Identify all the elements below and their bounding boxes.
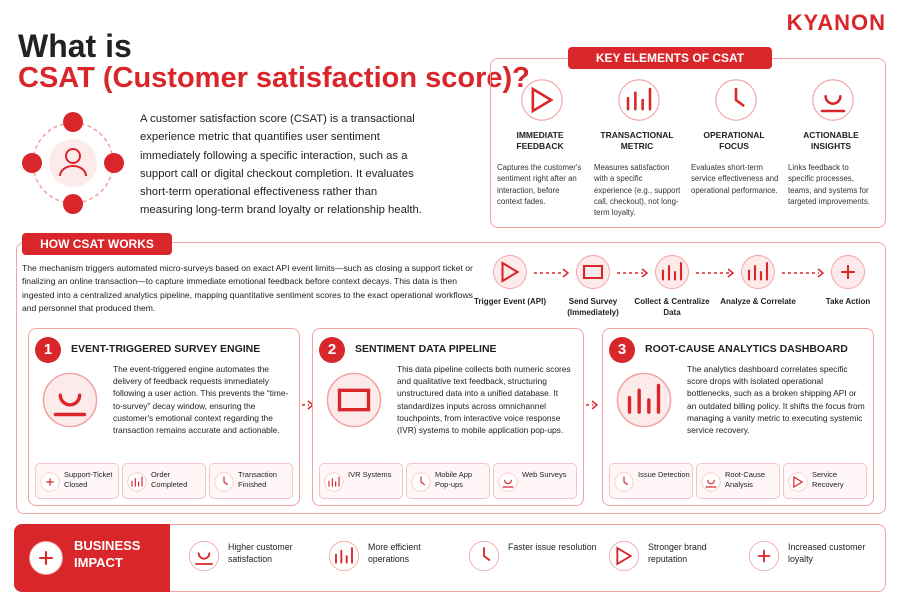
step-tag-label: Support-Ticket Closed bbox=[64, 470, 113, 489]
step-tag-label: Service Recovery bbox=[812, 470, 844, 489]
arrow bbox=[586, 400, 598, 410]
step-tag-label: Order Completed bbox=[151, 470, 188, 489]
step-title: EVENT-TRIGGERED SURVEY ENGINE bbox=[71, 343, 261, 355]
icon bbox=[618, 79, 660, 121]
key-element-title: OPERATIONAL FOCUS bbox=[703, 130, 765, 152]
icon bbox=[42, 372, 98, 428]
key-element-text: Measures satisfaction with a specific ex… bbox=[594, 163, 681, 218]
flow-label: Analyze & Correlate bbox=[720, 297, 796, 306]
icon bbox=[328, 540, 360, 572]
icon bbox=[741, 255, 775, 289]
title-line2: CSAT (Customer satisfaction score)? bbox=[18, 62, 530, 94]
icon bbox=[614, 472, 634, 492]
step-tag-label: Mobile App Pop-ups bbox=[435, 470, 473, 489]
how-heading: HOW CSAT WORKS bbox=[22, 233, 172, 255]
step-tag-label: Transaction Finished bbox=[238, 470, 277, 489]
icon bbox=[214, 472, 234, 492]
step-number: 1 bbox=[35, 337, 61, 363]
step-tag: Support-Ticket Closed bbox=[35, 463, 119, 499]
flow-label: Trigger Event (API) bbox=[473, 297, 546, 306]
icon bbox=[715, 79, 757, 121]
step-tag-label: Issue Detection bbox=[638, 470, 690, 479]
icon bbox=[655, 255, 689, 289]
how-text: The mechanism triggers automated micro-s… bbox=[22, 263, 473, 313]
key-element-title: IMMEDIATE FEEDBACK bbox=[516, 130, 564, 152]
icon bbox=[29, 541, 63, 575]
step-tag-label: Root-Cause Analysis bbox=[725, 470, 766, 489]
step-card: 1 EVENT-TRIGGERED SURVEY ENGINE The event-… bbox=[28, 328, 300, 506]
intro-graphic bbox=[22, 112, 124, 214]
step-card: 3 ROOT-CAUSE ANALYTICS DASHBOARD The analy… bbox=[602, 328, 874, 506]
icon bbox=[608, 540, 640, 572]
step-title: SENTIMENT DATA PIPELINE bbox=[355, 343, 497, 355]
icon bbox=[788, 472, 808, 492]
step-tag: Web Surveys bbox=[493, 463, 577, 499]
icon bbox=[812, 79, 854, 121]
intro: A customer satisfaction score (CSAT) is … bbox=[140, 113, 422, 217]
brand: KYANON bbox=[786, 10, 886, 35]
key-elements-heading: KEY ELEMENTS OF CSAT bbox=[568, 47, 772, 69]
impact-label: More efficient operations bbox=[368, 542, 421, 565]
icon bbox=[616, 372, 672, 428]
key-element-title: TRANSACTIONAL METRIC bbox=[600, 130, 674, 152]
icon bbox=[326, 372, 382, 428]
step-tag: Root-Cause Analysis bbox=[696, 463, 780, 499]
key-element-text: Links feedback to specific processes, te… bbox=[788, 163, 870, 206]
flow-label: Collect & Centralize Data bbox=[634, 297, 710, 317]
step-text: The event-triggered engine automates the… bbox=[113, 364, 289, 435]
impact-label: Stronger brand reputation bbox=[648, 542, 707, 565]
impact-label: Increased customer loyalty bbox=[788, 542, 866, 565]
step-card: 2 SENTIMENT DATA PIPELINE This data pipeli… bbox=[312, 328, 584, 506]
step-tag: Transaction Finished bbox=[209, 463, 293, 499]
icon bbox=[701, 472, 721, 492]
icon bbox=[324, 472, 344, 492]
how-box bbox=[16, 242, 886, 514]
icon bbox=[127, 472, 147, 492]
title-line1: What is bbox=[18, 28, 132, 64]
step-tag: Service Recovery bbox=[783, 463, 867, 499]
impact-label: Faster issue resolution bbox=[508, 542, 597, 552]
impact-label: Higher customer satisfaction bbox=[228, 542, 293, 565]
flow-label: Take Action bbox=[825, 297, 871, 306]
arrow bbox=[696, 268, 734, 278]
step-tag: Mobile App Pop-ups bbox=[406, 463, 490, 499]
step-number: 2 bbox=[319, 337, 345, 363]
icon bbox=[493, 255, 527, 289]
step-text: The analytics dashboard correlates speci… bbox=[687, 364, 865, 435]
step-tag: Order Completed bbox=[122, 463, 206, 499]
key-element-text: Captures the customer's sentiment right … bbox=[497, 163, 582, 206]
step-tag-label: Web Surveys bbox=[522, 470, 567, 479]
flow-label: Send Survey (Immediately) bbox=[567, 297, 619, 317]
icon bbox=[576, 255, 610, 289]
key-element-text: Evaluates short-term service effectivene… bbox=[691, 163, 779, 195]
icon bbox=[521, 79, 563, 121]
icon bbox=[748, 540, 780, 572]
step-tag: IVR Systems bbox=[319, 463, 403, 499]
arrow bbox=[617, 268, 648, 278]
step-title: ROOT-CAUSE ANALYTICS DASHBOARD bbox=[645, 343, 848, 355]
arrow bbox=[534, 268, 569, 278]
icon bbox=[468, 540, 500, 572]
arrow bbox=[782, 268, 824, 278]
icon bbox=[498, 472, 518, 492]
step-tag: Issue Detection bbox=[609, 463, 693, 499]
icon bbox=[411, 472, 431, 492]
impact-heading: BUSINESS IMPACT bbox=[74, 538, 141, 570]
step-tag-label: IVR Systems bbox=[348, 470, 392, 479]
icon bbox=[831, 255, 865, 289]
key-element-title: ACTIONABLE INSIGHTS bbox=[803, 130, 859, 152]
step-text: This data pipeline collects both numeric… bbox=[397, 364, 571, 435]
icon bbox=[40, 472, 60, 492]
step-number: 3 bbox=[609, 337, 635, 363]
icon bbox=[188, 540, 220, 572]
